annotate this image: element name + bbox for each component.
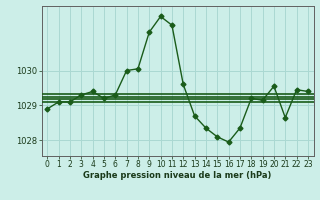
X-axis label: Graphe pression niveau de la mer (hPa): Graphe pression niveau de la mer (hPa)	[84, 171, 272, 180]
